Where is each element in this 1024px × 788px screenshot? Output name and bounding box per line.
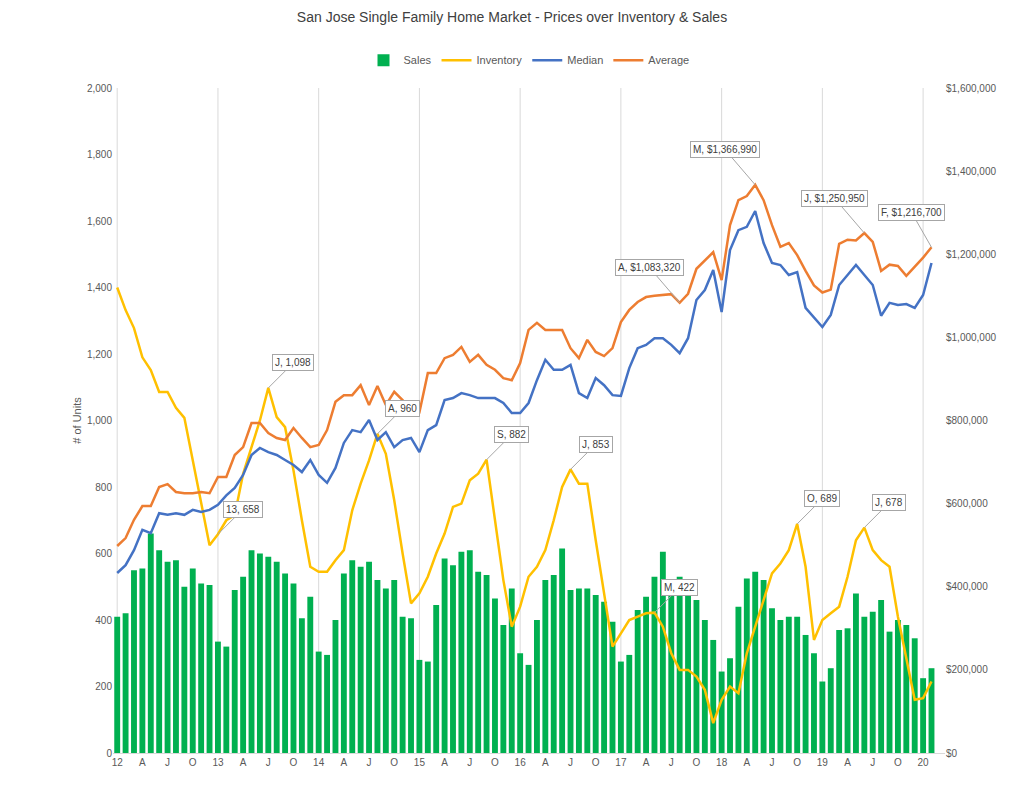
svg-text:M, $1,366,990: M, $1,366,990 <box>693 144 757 155</box>
svg-text:1,000: 1,000 <box>87 415 112 426</box>
svg-text:1,800: 1,800 <box>87 149 112 160</box>
svg-text:14: 14 <box>313 757 325 768</box>
svg-text:J: J <box>367 757 372 768</box>
svg-text:J, 678: J, 678 <box>875 497 903 508</box>
svg-text:20: 20 <box>918 757 930 768</box>
svg-text:A: A <box>139 757 146 768</box>
svg-text:O: O <box>894 757 902 768</box>
svg-text:San Jose Single Family Home Ma: San Jose Single Family Home Market - Pri… <box>297 9 727 25</box>
svg-text:A, $1,083,320: A, $1,083,320 <box>618 262 681 273</box>
svg-text:13: 13 <box>212 757 224 768</box>
svg-text:$0: $0 <box>946 748 958 759</box>
svg-text:A: A <box>844 757 851 768</box>
svg-text:S, 882: S, 882 <box>497 429 526 440</box>
svg-text:800: 800 <box>95 482 112 493</box>
svg-text:O: O <box>793 757 801 768</box>
svg-text:A: A <box>441 757 448 768</box>
svg-text:$200,000: $200,000 <box>946 664 988 675</box>
svg-text:$400,000: $400,000 <box>946 581 988 592</box>
svg-text:1,400: 1,400 <box>87 282 112 293</box>
svg-text:400: 400 <box>95 615 112 626</box>
svg-text:A: A <box>643 757 650 768</box>
svg-text:2,000: 2,000 <box>87 83 112 94</box>
svg-text:12: 12 <box>112 757 124 768</box>
svg-text:0: 0 <box>106 748 112 759</box>
svg-text:18: 18 <box>716 757 728 768</box>
svg-text:A: A <box>240 757 247 768</box>
svg-text:# of Units: # of Units <box>71 397 83 444</box>
svg-text:600: 600 <box>95 548 112 559</box>
svg-text:O: O <box>290 757 298 768</box>
svg-text:J: J <box>266 757 271 768</box>
svg-text:A, 960: A, 960 <box>388 403 417 414</box>
svg-text:$600,000: $600,000 <box>946 498 988 509</box>
svg-text:15: 15 <box>414 757 426 768</box>
svg-text:Sales: Sales <box>404 54 432 66</box>
svg-text:J, $1,250,950: J, $1,250,950 <box>804 193 865 204</box>
svg-text:13, 658: 13, 658 <box>226 504 260 515</box>
svg-text:O: O <box>491 757 499 768</box>
svg-text:16: 16 <box>515 757 527 768</box>
svg-text:Inventory: Inventory <box>477 54 523 66</box>
svg-text:$1,600,000: $1,600,000 <box>946 83 996 94</box>
svg-text:1,200: 1,200 <box>87 349 112 360</box>
svg-text:O: O <box>390 757 398 768</box>
svg-text:O: O <box>592 757 600 768</box>
svg-text:A: A <box>341 757 348 768</box>
svg-text:$1,000,000: $1,000,000 <box>946 332 996 343</box>
svg-text:17: 17 <box>615 757 627 768</box>
svg-text:J: J <box>568 757 573 768</box>
svg-text:O, 689: O, 689 <box>807 493 837 504</box>
svg-text:A: A <box>743 757 750 768</box>
svg-text:A: A <box>542 757 549 768</box>
svg-text:Median: Median <box>567 54 603 66</box>
svg-text:J: J <box>467 757 472 768</box>
svg-text:J, 1,098: J, 1,098 <box>275 357 311 368</box>
svg-text:200: 200 <box>95 681 112 692</box>
svg-text:J: J <box>870 757 875 768</box>
svg-text:$800,000: $800,000 <box>946 415 988 426</box>
svg-text:J: J <box>770 757 775 768</box>
svg-text:$1,400,000: $1,400,000 <box>946 166 996 177</box>
svg-text:$1,200,000: $1,200,000 <box>946 249 996 260</box>
svg-text:O: O <box>693 757 701 768</box>
svg-text:O: O <box>189 757 197 768</box>
svg-text:J: J <box>165 757 170 768</box>
svg-text:Average: Average <box>648 54 689 66</box>
svg-text:J: J <box>669 757 674 768</box>
svg-text:1,600: 1,600 <box>87 216 112 227</box>
svg-text:19: 19 <box>817 757 829 768</box>
svg-text:F, $1,216,700: F, $1,216,700 <box>881 207 942 218</box>
svg-text:M, 422: M, 422 <box>664 582 695 593</box>
svg-text:J, 853: J, 853 <box>582 439 610 450</box>
